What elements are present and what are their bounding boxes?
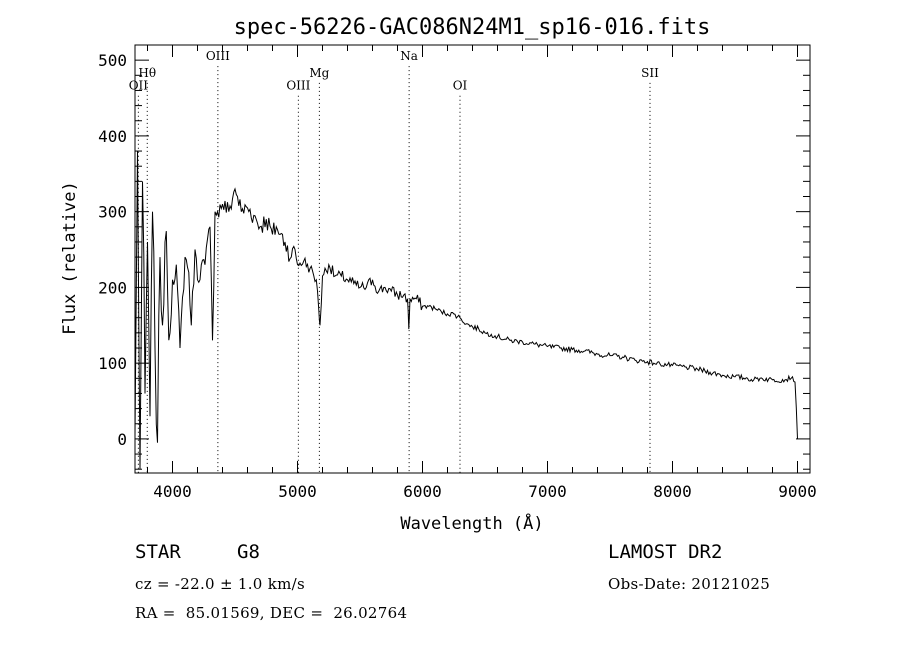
- y-tick-label: 100: [98, 354, 127, 373]
- x-tick-label: 5000: [278, 482, 317, 501]
- observation-date: Obs-Date: 20121025: [608, 575, 771, 593]
- x-axis-label: Wavelength (Å): [400, 512, 543, 534]
- spectrum-line: [134, 151, 798, 470]
- line-marker-label: OI: [453, 79, 468, 93]
- line-marker-label: OII: [129, 79, 149, 93]
- axis-ticks: 4000 5000 6000 7000 8000 9000 0 100 200 300 400 500: [98, 44, 817, 501]
- y-axis-label: Flux (relative): [60, 181, 80, 335]
- line-marker-label: Na: [400, 49, 418, 63]
- line-marker-label: OIII: [206, 49, 230, 63]
- line-marker-label: Mg: [309, 66, 329, 80]
- line-marker-label: Hθ: [138, 66, 156, 80]
- x-tick-label: 9000: [778, 482, 817, 501]
- y-tick-label: 500: [98, 51, 127, 70]
- y-tick-label: 200: [98, 278, 127, 297]
- x-tick-label: 4000: [153, 482, 192, 501]
- line-marker-label: OIII: [286, 79, 310, 93]
- x-tick-label: 8000: [653, 482, 692, 501]
- redshift-velocity: cz = -22.0 ± 1.0 km/s: [135, 575, 305, 593]
- line-marker-label: SII: [641, 66, 659, 80]
- chart-title: spec-56226-GAC086N24M1_sp16-016.fits: [234, 15, 711, 40]
- y-tick-label: 0: [117, 430, 127, 449]
- y-tick-label: 400: [98, 127, 127, 146]
- x-tick-label: 6000: [403, 482, 442, 501]
- data-release: LAMOST DR2: [608, 541, 723, 563]
- y-tick-label: 300: [98, 203, 127, 222]
- object-class: STAR: [135, 541, 181, 563]
- coordinates: RA = 85.01569, DEC = 26.02764: [135, 604, 408, 622]
- spectral-subclass: G8: [237, 541, 260, 563]
- plot-frame: [134, 44, 811, 474]
- x-tick-label: 7000: [528, 482, 567, 501]
